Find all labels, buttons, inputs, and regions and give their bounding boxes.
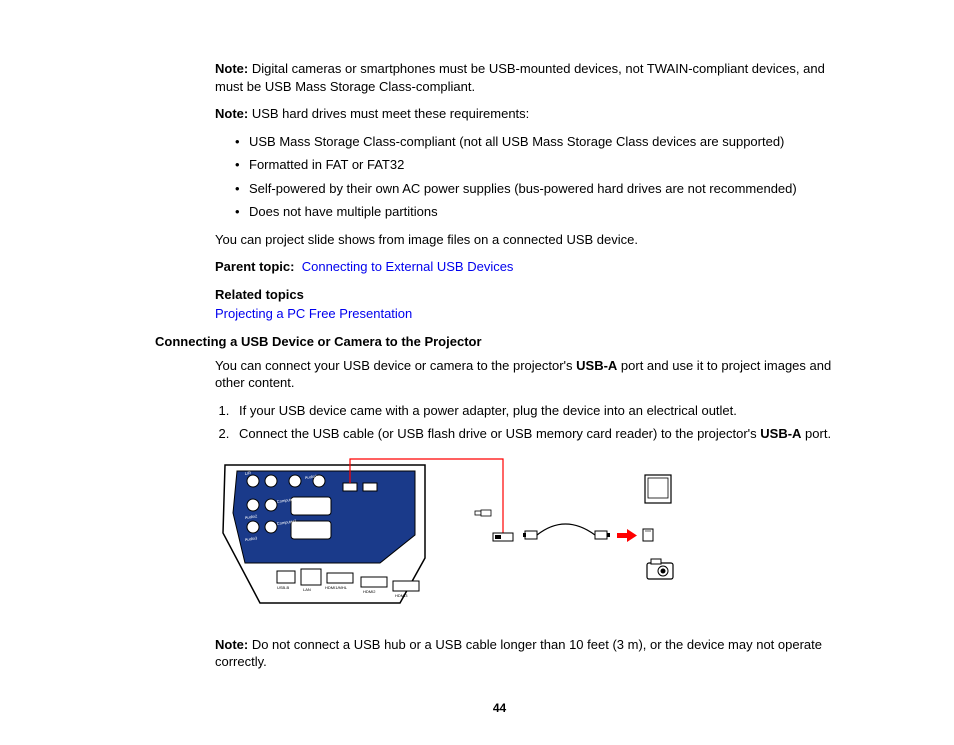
svg-text:USB-B: USB-B bbox=[277, 585, 290, 590]
usb-a-port bbox=[343, 483, 357, 491]
intro-pre: You can connect your USB device or camer… bbox=[215, 358, 576, 373]
parent-topic-label: Parent topic: bbox=[215, 259, 294, 274]
step2-bold: USB-A bbox=[760, 426, 801, 441]
vga-port-2 bbox=[291, 521, 331, 539]
note-harddrives: Note: USB hard drives must meet these re… bbox=[215, 105, 844, 123]
page-number: 44 bbox=[155, 701, 844, 715]
camera-icon bbox=[647, 559, 673, 579]
list-item: USB Mass Storage Class-compliant (not al… bbox=[235, 133, 844, 151]
svg-text:L/R: L/R bbox=[244, 470, 251, 476]
svg-text:LAN: LAN bbox=[303, 587, 311, 592]
step2-post: port. bbox=[801, 426, 831, 441]
section-intro: You can connect your USB device or camer… bbox=[215, 357, 844, 392]
usb-cable-icon bbox=[523, 524, 610, 539]
note-label: Note: bbox=[215, 61, 248, 76]
note-cameras: Note: Digital cameras or smartphones mus… bbox=[215, 60, 844, 95]
step-item: If your USB device came with a power ada… bbox=[233, 402, 844, 420]
step-item: Connect the USB cable (or USB flash driv… bbox=[233, 425, 844, 443]
vga-port-1 bbox=[291, 497, 331, 515]
note-label: Note: bbox=[215, 637, 248, 652]
note-text: Digital cameras or smartphones must be U… bbox=[215, 61, 825, 94]
power-port bbox=[363, 483, 377, 491]
parent-topic-link[interactable]: Connecting to External USB Devices bbox=[302, 259, 514, 274]
manual-page: Note: Digital cameras or smartphones mus… bbox=[0, 0, 954, 745]
related-topics-link-wrap: Projecting a PC Free Presentation bbox=[215, 305, 844, 323]
slideshow-text: You can project slide shows from image f… bbox=[215, 231, 844, 249]
usb-plug-icon bbox=[493, 533, 513, 541]
svg-text:HDMI2: HDMI2 bbox=[363, 589, 376, 594]
flash-drive-icon bbox=[475, 510, 491, 516]
intro-bold: USB-A bbox=[576, 358, 617, 373]
requirements-list: USB Mass Storage Class-compliant (not al… bbox=[215, 133, 844, 221]
arrow-icon bbox=[617, 529, 637, 542]
note-text: Do not connect a USB hub or a USB cable … bbox=[215, 637, 822, 670]
steps-list: If your USB device came with a power ada… bbox=[215, 402, 844, 443]
list-item: Self-powered by their own AC power suppl… bbox=[235, 180, 844, 198]
connection-diagram: L/R Audio1 Computer1 Audio2 Computer2 Au… bbox=[215, 453, 844, 616]
step2-pre: Connect the USB cable (or USB flash driv… bbox=[239, 426, 760, 441]
list-item: Formatted in FAT or FAT32 bbox=[235, 156, 844, 174]
section-heading: Connecting a USB Device or Camera to the… bbox=[155, 333, 844, 351]
svg-text:HDMI3: HDMI3 bbox=[395, 593, 408, 598]
note-label: Note: bbox=[215, 106, 248, 121]
note-bottom: Note: Do not connect a USB hub or a USB … bbox=[215, 636, 844, 671]
note-text: USB hard drives must meet these requirem… bbox=[248, 106, 529, 121]
related-topics-label: Related topics bbox=[215, 286, 844, 304]
hard-drive-icon bbox=[645, 475, 671, 503]
svg-text:HDMI1/MHL: HDMI1/MHL bbox=[325, 585, 348, 590]
list-item: Does not have multiple partitions bbox=[235, 203, 844, 221]
parent-topic: Parent topic: Connecting to External USB… bbox=[215, 258, 844, 276]
related-topics-link[interactable]: Projecting a PC Free Presentation bbox=[215, 306, 412, 321]
